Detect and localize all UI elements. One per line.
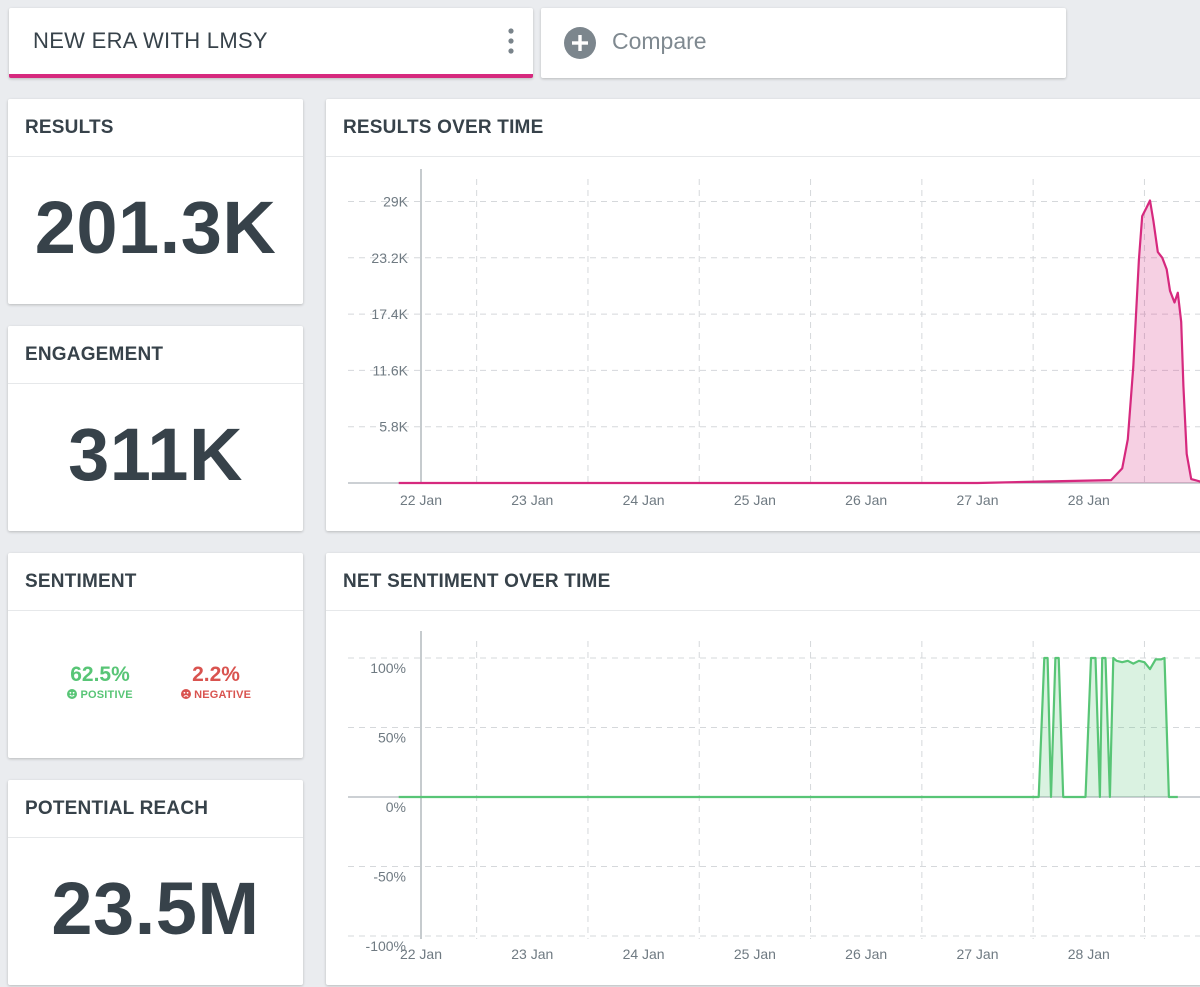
- x-tick-label: 28 Jan: [1068, 492, 1110, 508]
- x-tick-label: 28 Jan: [1068, 946, 1110, 962]
- x-tick-label: 27 Jan: [956, 946, 998, 962]
- x-tick-label: 27 Jan: [956, 492, 998, 508]
- more-options-icon[interactable]: [506, 27, 516, 55]
- compare-label: Compare: [612, 28, 707, 54]
- y-tick-label: 23.2K: [371, 250, 408, 266]
- x-tick-label: 24 Jan: [623, 492, 665, 508]
- x-tick-label: 26 Jan: [845, 492, 887, 508]
- net-sentiment-chart: 100% 50% 0% -50% -100%22 Jan 23 Jan 24 Jan 25 J…: [348, 631, 1200, 962]
- positive-value: 62.5%: [70, 663, 130, 686]
- engagement-card: ENGAGEMENT 311K: [8, 326, 303, 531]
- potential-reach-title: POTENTIAL REACH: [8, 780, 303, 838]
- results-title: RESULTS: [8, 99, 303, 157]
- x-tick-label: 22 Jan: [400, 946, 442, 962]
- net-sentiment-card: NET SENTIMENT OVER TIME 100% 50% 0% -50% -10…: [326, 553, 1200, 985]
- engagement-title: ENGAGEMENT: [8, 326, 303, 384]
- compare-button[interactable]: Compare: [541, 8, 1066, 78]
- x-tick-label: 22 Jan: [400, 492, 442, 508]
- y-tick-label: 29K: [383, 194, 409, 210]
- potential-reach-value: 23.5M: [51, 867, 260, 950]
- x-tick-label: 25 Jan: [734, 492, 776, 508]
- smile-icon: [67, 689, 78, 699]
- y-tick-label: 0%: [386, 799, 406, 815]
- negative-value: 2.2%: [192, 663, 240, 686]
- sentiment-title: SENTIMENT: [8, 553, 303, 611]
- query-tab[interactable]: NEW ERA WITH LMSY: [9, 8, 533, 78]
- y-tick-label: 5.8K: [379, 419, 408, 435]
- query-name: NEW ERA WITH LMSY: [33, 28, 268, 53]
- results-over-time-title: RESULTS OVER TIME: [326, 99, 1200, 157]
- negative-sentiment: 2.2% NEGATIVE: [176, 663, 256, 701]
- x-tick-label: 24 Jan: [623, 946, 665, 962]
- series-area: [398, 200, 1200, 483]
- negative-label-row: NEGATIVE: [176, 689, 256, 701]
- y-tick-label: -50%: [373, 869, 406, 885]
- x-tick-label: 23 Jan: [511, 492, 553, 508]
- positive-label-row: POSITIVE: [60, 689, 140, 701]
- y-tick-label: 17.4K: [371, 306, 408, 322]
- y-tick-label: -100%: [366, 938, 406, 954]
- series-line: [398, 199, 1200, 485]
- y-tick-label: 11.6K: [372, 362, 408, 378]
- series-line: [398, 656, 1178, 799]
- sentiment-card: SENTIMENT 62.5% POSITIVE 2.2% NEGATIVE: [8, 553, 303, 758]
- x-tick-label: 26 Jan: [845, 946, 887, 962]
- results-value: 201.3K: [34, 186, 277, 269]
- x-tick-label: 25 Jan: [734, 946, 776, 962]
- frown-icon: [180, 689, 191, 699]
- results-over-time-chart: 5.8K 11.6K 17.4K 23.2K 29K 22 Jan 23 Jan 24 Jan…: [348, 169, 1200, 508]
- net-sentiment-title: NET SENTIMENT OVER TIME: [326, 553, 1200, 611]
- positive-label: POSITIVE: [80, 689, 133, 701]
- x-tick-label: 23 Jan: [511, 946, 553, 962]
- engagement-value: 311K: [68, 413, 243, 496]
- plus-circle-icon: [564, 27, 596, 59]
- potential-reach-card: POTENTIAL REACH 23.5M: [8, 780, 303, 985]
- positive-sentiment: 62.5% POSITIVE: [60, 663, 140, 701]
- y-tick-label: 100%: [370, 660, 406, 676]
- results-card: RESULTS 201.3K: [8, 99, 303, 304]
- results-over-time-card: RESULTS OVER TIME 5.8K 11.6K 17.4K 23.2K 29K…: [326, 99, 1200, 531]
- y-tick-label: 50%: [378, 730, 406, 746]
- negative-label: NEGATIVE: [194, 689, 252, 701]
